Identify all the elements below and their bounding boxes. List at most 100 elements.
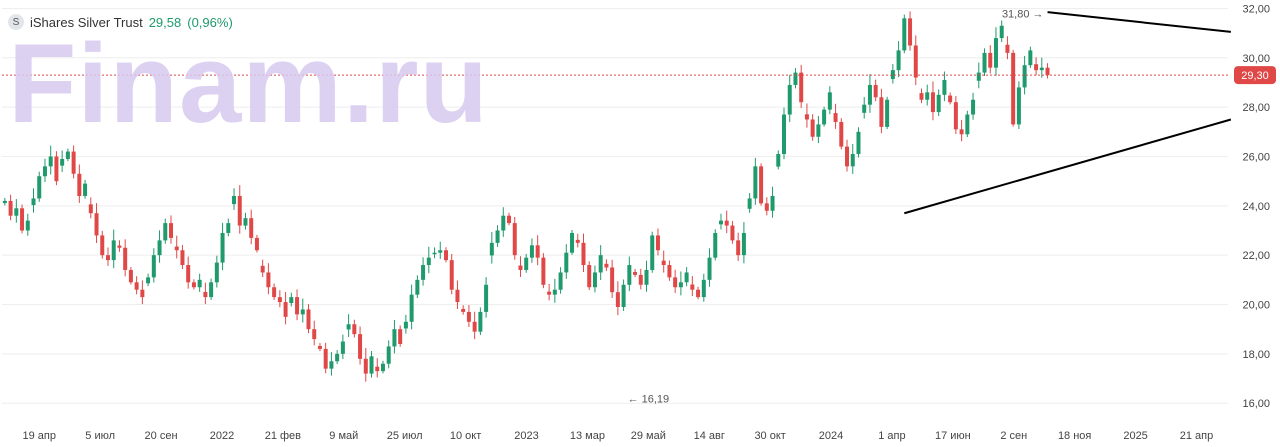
candle-body	[249, 218, 254, 238]
y-tick-label: 22,00	[1242, 250, 1270, 262]
current-price-label: 29,30	[1241, 70, 1269, 82]
candle-body	[730, 225, 735, 241]
candle-body	[226, 223, 231, 233]
candle-body	[1016, 87, 1021, 125]
candle-body	[707, 257, 712, 280]
candle-body	[65, 151, 70, 159]
candle-body	[793, 72, 798, 85]
candle-body	[564, 252, 569, 273]
candle-body	[83, 183, 88, 196]
candle-body	[237, 195, 242, 226]
candle-body	[203, 291, 208, 298]
candle-body	[88, 204, 93, 214]
candle-body	[260, 265, 265, 273]
candle-body	[644, 269, 649, 285]
candle-body	[507, 215, 512, 224]
candle-body	[214, 262, 219, 283]
candle-body	[621, 284, 626, 307]
candle-body	[885, 99, 890, 127]
x-tick-label: 21 фев	[265, 430, 301, 442]
x-tick-label: 17 июн	[935, 430, 971, 442]
candle-body	[610, 267, 615, 293]
candle-body	[243, 218, 248, 226]
candle-body	[604, 263, 609, 268]
candle-body	[105, 255, 110, 261]
candle-body	[489, 242, 494, 256]
candle-body	[403, 321, 408, 329]
candle-body	[667, 265, 672, 278]
candle-body	[999, 25, 1004, 39]
x-tick-label: 2022	[210, 430, 234, 442]
candle-body	[289, 297, 294, 304]
candle-body	[438, 250, 443, 253]
candle-body	[426, 257, 431, 266]
candle-body	[340, 341, 345, 354]
candle-body	[352, 324, 357, 335]
candle-body	[867, 84, 872, 105]
candle-body	[8, 200, 13, 216]
candle-body	[60, 158, 65, 166]
candle-body	[741, 232, 746, 256]
x-tick-label: 1 апр	[878, 430, 905, 442]
candle-body	[816, 124, 821, 137]
candle-body	[335, 353, 340, 362]
candle-body	[20, 208, 25, 231]
candle-body	[392, 329, 397, 347]
candle-body	[232, 195, 237, 205]
candle-body	[896, 50, 901, 71]
candle-body	[128, 269, 133, 283]
y-tick-label: 18,00	[1242, 349, 1270, 361]
candle-body	[1045, 67, 1050, 76]
candle-body	[266, 272, 271, 288]
candle-body	[547, 291, 552, 295]
candle-body	[856, 131, 861, 155]
candle-body	[862, 104, 867, 113]
candle-body	[323, 348, 328, 369]
candle-body	[54, 156, 59, 182]
candle-body	[690, 284, 695, 290]
candle-body	[495, 230, 500, 243]
candle-body	[329, 361, 334, 369]
candle-body	[501, 215, 506, 231]
candle-body	[822, 109, 827, 125]
candle-body	[638, 274, 643, 285]
x-tick-label: 20 сен	[145, 430, 178, 442]
y-tick-label: 30,00	[1242, 53, 1270, 65]
candle-body	[369, 356, 374, 374]
trendline	[904, 118, 1232, 215]
y-tick-label: 32,00	[1242, 3, 1270, 15]
candle-body	[575, 239, 580, 243]
x-tick-label: 19 апр	[22, 430, 55, 442]
candle-body	[810, 119, 815, 137]
candle-body	[1005, 44, 1010, 53]
candle-body	[696, 289, 701, 298]
candle-body	[317, 345, 322, 349]
x-tick-label: 21 апр	[1180, 430, 1213, 442]
candle-body	[180, 250, 185, 266]
candle-body	[466, 311, 471, 322]
candle-body	[879, 97, 884, 127]
candle-body	[776, 154, 781, 167]
extremum-annotation: 31,80 →	[1002, 8, 1044, 20]
candle-body	[655, 235, 660, 251]
candle-body	[850, 154, 855, 167]
candle-body	[770, 195, 775, 211]
candle-body	[627, 265, 632, 285]
candle-body	[718, 220, 723, 225]
candle-body	[157, 240, 162, 256]
candle-body	[363, 358, 368, 374]
candle-body	[300, 309, 305, 315]
candle-body	[472, 321, 477, 332]
candle-body	[541, 257, 546, 285]
candle-body	[209, 282, 214, 298]
candle-body	[764, 203, 769, 211]
candle-body	[42, 166, 47, 177]
current-price-badge	[1234, 66, 1276, 85]
candle-body	[478, 311, 483, 332]
candle-body	[312, 329, 317, 340]
candle-body	[111, 240, 116, 261]
candle-body	[14, 208, 19, 216]
x-tick-label: 29 май	[631, 430, 666, 442]
candle-body	[37, 176, 42, 199]
